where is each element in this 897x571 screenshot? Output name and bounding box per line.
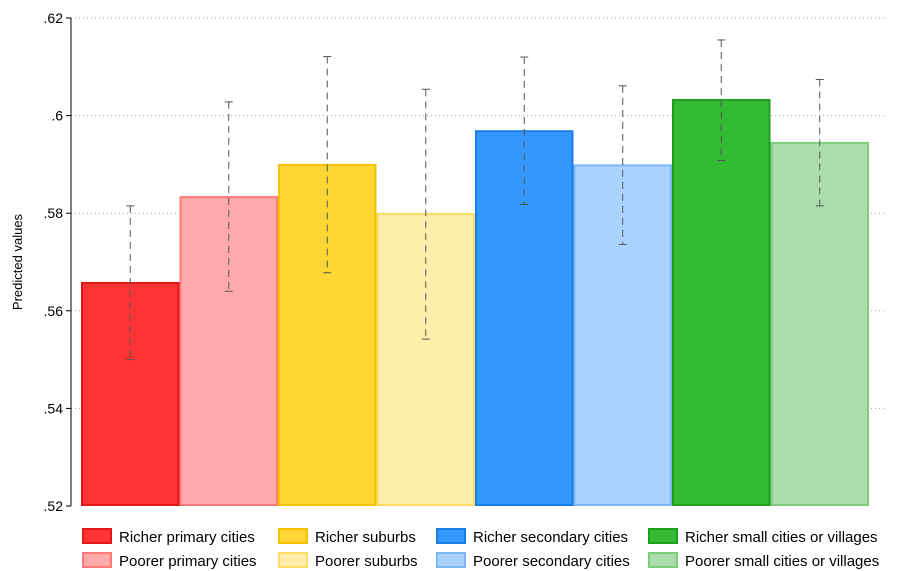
- legend-swatch: [278, 552, 308, 568]
- bar: [179, 196, 278, 506]
- legend-label: Richer primary cities: [119, 529, 255, 546]
- legend-label: Richer suburbs: [315, 529, 416, 546]
- y-tick-label: .56: [44, 303, 64, 319]
- legend-label: Poorer small cities or villages: [685, 553, 879, 570]
- y-tick-label: .62: [44, 10, 64, 26]
- bars: [81, 98, 869, 507]
- legend-swatch: [648, 552, 678, 568]
- bar: [278, 163, 377, 506]
- legend-label: Richer small cities or villages: [685, 529, 878, 546]
- legend-swatch: [278, 528, 308, 544]
- legend-label: Poorer secondary cities: [473, 553, 630, 570]
- y-tick-label: .54: [44, 400, 64, 416]
- legend-swatch: [648, 528, 678, 544]
- bar: [573, 164, 672, 506]
- y-tick-label: .58: [44, 205, 64, 221]
- y-tick-label: .6: [51, 108, 63, 124]
- confidence-intervals: [126, 39, 824, 361]
- legend-swatch: [436, 528, 466, 544]
- y-tick-label: .52: [44, 498, 64, 514]
- bar: [475, 130, 574, 506]
- legend-label: Poorer primary cities: [119, 553, 257, 570]
- legend-swatch: [436, 552, 466, 568]
- legend: Richer primary cities Poorer primary citi…: [82, 528, 879, 570]
- legend-swatch: [82, 528, 112, 544]
- y-axis-title: Predicted values: [10, 213, 25, 310]
- legend-swatch: [82, 552, 112, 568]
- legend-label: Richer secondary cities: [473, 529, 628, 546]
- bar: [770, 141, 869, 506]
- bar: [672, 98, 771, 506]
- y-axis: .52 .54 .56 .58 .6 .62: [44, 10, 72, 514]
- legend-label: Poorer suburbs: [315, 553, 418, 570]
